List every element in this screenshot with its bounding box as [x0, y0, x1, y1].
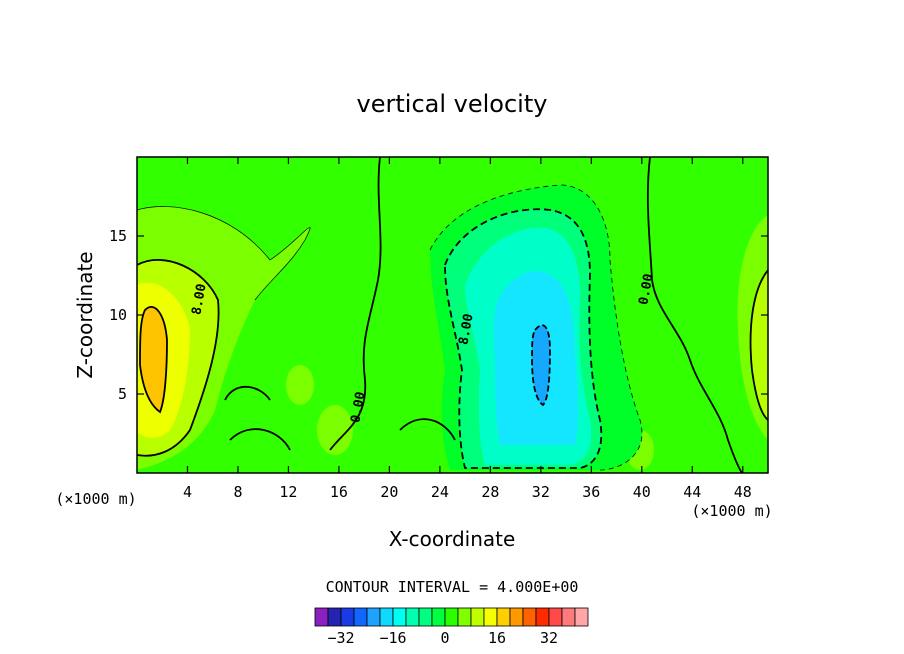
colorbar-tick-label: 32 [540, 629, 558, 647]
x-tick-label: 48 [734, 483, 752, 501]
colorbar-swatch [535, 607, 550, 627]
colorbar-swatch [509, 607, 524, 627]
y-unit-label: (×1000 m) [55, 490, 136, 508]
y-tick-label: 10 [109, 306, 127, 324]
colorbar-swatch [405, 607, 420, 627]
colorbar-swatch [431, 607, 446, 627]
colorbar-swatch [457, 607, 472, 627]
contour-label: 0.00 [636, 273, 656, 307]
contour-label: 0.00 [348, 391, 368, 425]
x-unit-label: (×1000 m) [691, 502, 772, 520]
x-tick-label: 36 [582, 483, 600, 501]
contour-fill-w-minus-20 [532, 325, 550, 405]
colorbar-swatch [418, 607, 433, 627]
contour-interval-text: CONTOUR INTERVAL = 4.000E+00 [326, 578, 579, 596]
x-tick-label: 4 [183, 483, 192, 501]
contour-field: 8.00 0.00 0.00 8.00 [137, 157, 768, 473]
contour-label: 8.00 [456, 313, 476, 347]
colorbar-ticks: −32 −16 0 16 32 [327, 629, 558, 647]
x-tick-label: 40 [633, 483, 651, 501]
colorbar-tick-label: −32 [327, 629, 354, 647]
colorbar-swatch [314, 607, 329, 627]
y-tick-label: 15 [109, 227, 127, 245]
y-axis-ticks: 5 10 15 [109, 227, 768, 403]
colorbar-swatch [444, 607, 459, 627]
contour-line-zero-minor [224, 385, 456, 451]
x-tick-label: 20 [380, 483, 398, 501]
contour-fill-patch [286, 365, 314, 405]
colorbar-swatch [353, 607, 368, 627]
x-tick-label: 32 [532, 483, 550, 501]
contour-fill-w-16 [140, 306, 167, 412]
colorbar-swatch [574, 607, 589, 627]
colorbar-swatch [483, 607, 498, 627]
colorbar-swatch [379, 607, 394, 627]
contour-line-zero [646, 157, 743, 473]
colorbar-swatch [496, 607, 511, 627]
contour-fill-w-8-right [750, 270, 768, 420]
x-tick-label: 16 [330, 483, 348, 501]
colorbar-swatch [561, 607, 576, 627]
chart-title: vertical velocity [357, 90, 548, 118]
colorbar-tick-label: −16 [379, 629, 406, 647]
colorbar-swatch [470, 607, 485, 627]
y-axis-label: Z-coordinate [73, 251, 97, 378]
y-tick-label: 5 [118, 385, 127, 403]
colorbar-swatch [392, 607, 407, 627]
x-tick-label: 44 [683, 483, 701, 501]
x-tick-label: 8 [233, 483, 242, 501]
contour-label: 8.00 [189, 283, 209, 317]
colorbar-tick-label: 16 [488, 629, 506, 647]
x-axis-label: X-coordinate [389, 527, 516, 551]
colorbar-swatch [327, 607, 342, 627]
colorbar [314, 607, 589, 627]
colorbar-swatch [522, 607, 537, 627]
x-tick-label: 28 [481, 483, 499, 501]
contour-line-w-minus-20 [531, 324, 551, 407]
contour-line-w-8 [137, 259, 220, 457]
colorbar-tick-label: 0 [440, 629, 449, 647]
colorbar-swatch [340, 607, 355, 627]
contour-line-w-8-right [749, 269, 768, 421]
contour-line-w-16 [139, 306, 168, 414]
contour-fill-patch [317, 405, 353, 455]
contour-line-zero [329, 157, 382, 451]
x-tick-label: 12 [279, 483, 297, 501]
colorbar-swatch [366, 607, 381, 627]
contour-line-w-minus-8 [444, 208, 603, 469]
x-tick-label: 24 [431, 483, 449, 501]
colorbar-swatch [548, 607, 563, 627]
x-axis-ticks: 4 8 12 16 20 24 28 32 36 40 44 48 [183, 157, 752, 501]
contour-line-w-minus-4 [429, 184, 643, 471]
contour-line-w-4 [137, 206, 311, 301]
